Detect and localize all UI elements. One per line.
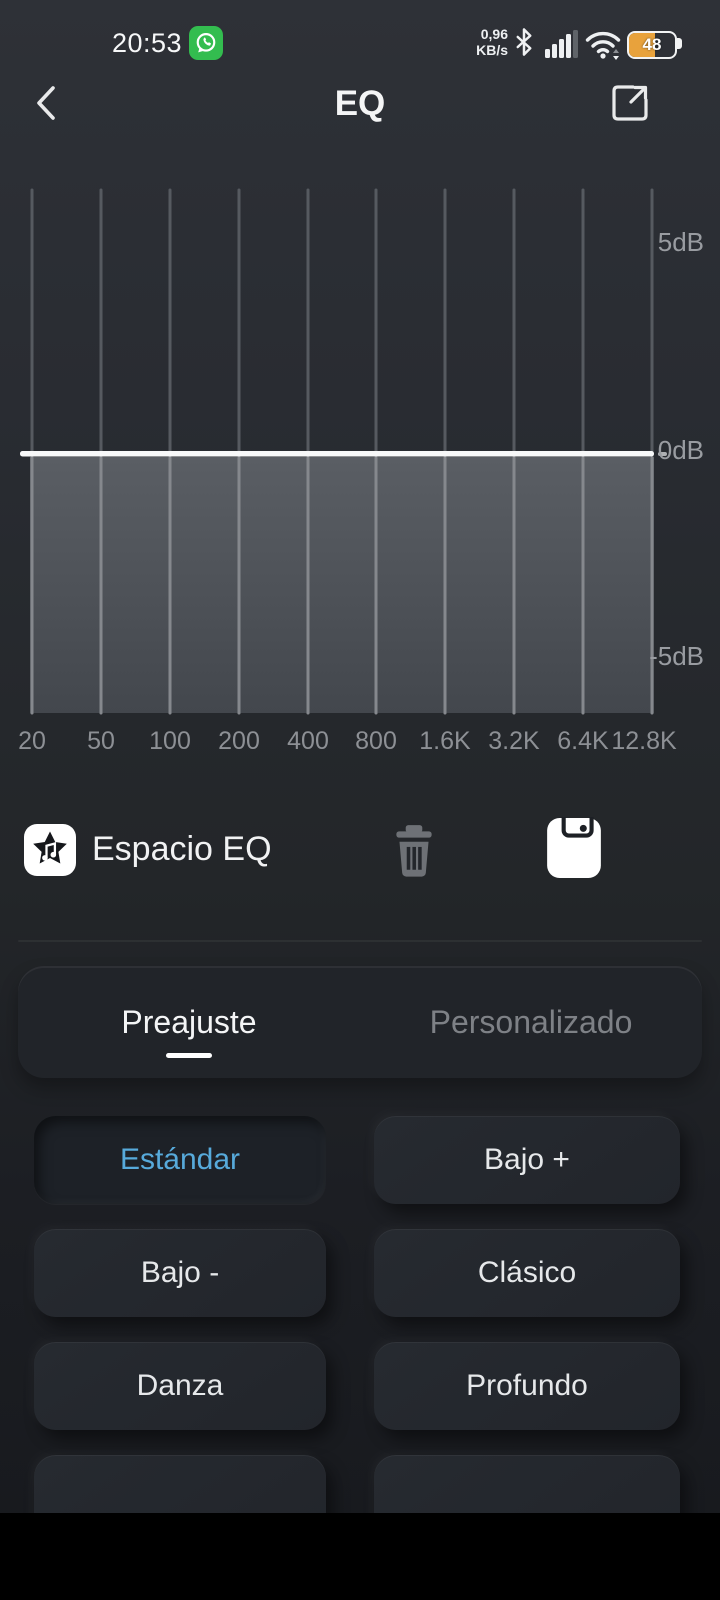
- freq-label-3-2k: 3.2K: [488, 727, 540, 755]
- back-button[interactable]: [24, 80, 68, 126]
- section-divider: [18, 940, 702, 942]
- preset-button-bajo-plus[interactable]: Bajo +: [374, 1116, 680, 1204]
- eq-curve-line[interactable]: [20, 451, 654, 457]
- preset-grid: Estándar Bajo + Bajo - Clásico Danza Pro…: [34, 1116, 680, 1543]
- expand-button[interactable]: [604, 78, 656, 128]
- db-label-plus5: 5dB: [657, 227, 704, 257]
- freq-label-400: 400: [287, 727, 329, 755]
- preset-button-danza[interactable]: Danza: [34, 1342, 326, 1430]
- preset-button-profundo[interactable]: Profundo: [374, 1342, 680, 1430]
- page-title: EQ: [334, 84, 386, 123]
- tab-preajuste[interactable]: Preajuste: [18, 966, 360, 1078]
- preset-button-estandar[interactable]: Estándar: [34, 1116, 326, 1204]
- freq-label-100: 100: [149, 727, 191, 755]
- tab-personalizado[interactable]: Personalizado: [429, 1003, 633, 1040]
- freq-label-50: 50: [87, 727, 115, 755]
- eq-space-label: Espacio EQ: [92, 830, 272, 868]
- battery-terminal: [677, 38, 682, 49]
- eq-space-icon: [24, 824, 76, 876]
- android-nav-bar: [0, 1513, 720, 1600]
- db-label-minus5: -5dB: [649, 641, 704, 671]
- battery-indicator: 48: [627, 31, 677, 59]
- db-label-zero: 0dB: [657, 435, 704, 465]
- save-preset-button[interactable]: [544, 816, 604, 880]
- bluetooth-icon: [514, 27, 534, 62]
- network-speed: 0,96 KB/s: [476, 26, 508, 58]
- preset-button-clasico[interactable]: Clásico: [374, 1229, 680, 1317]
- battery-fill: [629, 33, 655, 57]
- whatsapp-notification-icon: [189, 26, 223, 60]
- zero-db-tick: [658, 452, 667, 456]
- status-time: 20:53: [112, 28, 183, 58]
- preset-button-bajo-minus[interactable]: Bajo -: [34, 1229, 326, 1317]
- freq-label-20: 20: [18, 727, 46, 755]
- freq-label-12-8k: 12.8K: [611, 727, 677, 755]
- eq-curve-area[interactable]: [0, 150, 720, 720]
- freq-label-800: 800: [355, 727, 397, 755]
- save-icon: [547, 817, 601, 878]
- signal-strength-icon: [545, 29, 579, 64]
- freq-label-6-4k: 6.4K: [557, 727, 609, 755]
- eq-fill-area: [30, 457, 654, 713]
- preset-mode-tabs: Preajuste Personalizado: [18, 966, 702, 1078]
- delete-preset-button[interactable]: [386, 818, 442, 880]
- freq-label-200: 200: [218, 727, 260, 755]
- active-tab-underline: [166, 1053, 212, 1058]
- wifi-icon: [584, 29, 622, 66]
- freq-label-1-6k: 1.6K: [419, 727, 471, 755]
- trash-icon: [396, 825, 432, 877]
- battery-percent: 48: [642, 35, 662, 54]
